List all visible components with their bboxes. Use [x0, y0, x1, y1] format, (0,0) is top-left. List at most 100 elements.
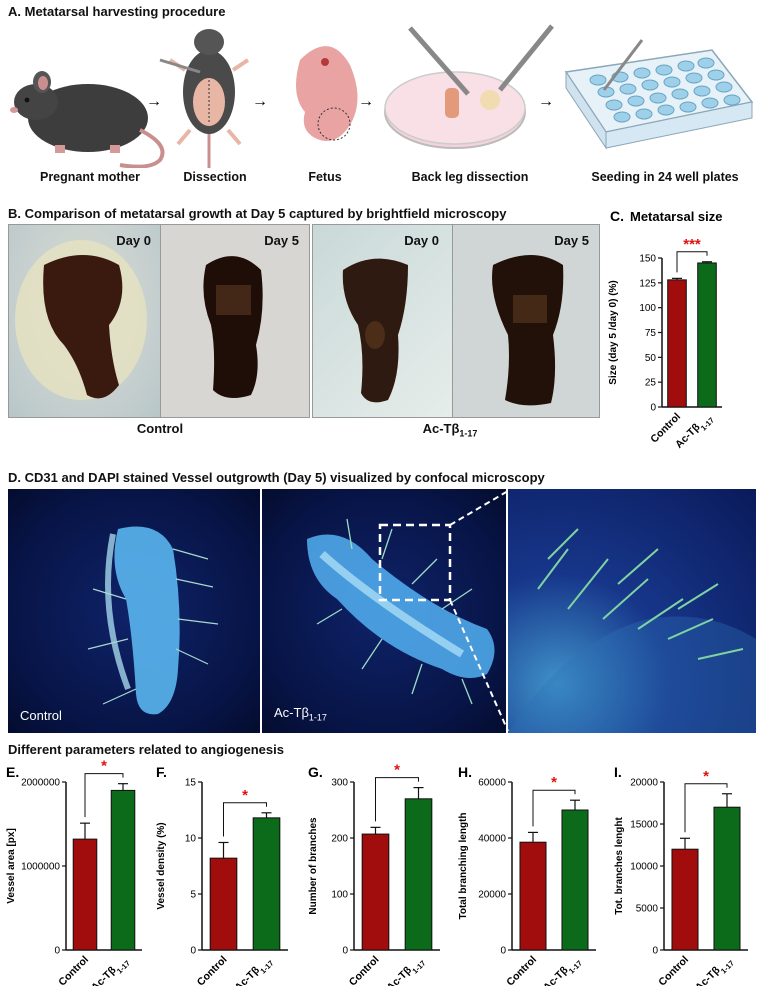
step-label: Dissection: [183, 170, 247, 184]
bar: [519, 841, 547, 951]
arrow-icon: →: [146, 93, 162, 110]
y-axis-label: Vessel density (%): [156, 822, 167, 909]
confocal-control-image: Control: [8, 489, 260, 733]
significance-bracket: [684, 783, 728, 833]
arrow-icon: →: [252, 93, 268, 110]
y-tick-label: 100: [331, 890, 348, 901]
x-tick-label: Control: [56, 954, 91, 986]
bar: [404, 798, 433, 951]
confocal-control-label: Control: [20, 708, 62, 723]
metatarsal-size-chart: C. Metatarsal size 0 25 50 75 100 125 150 Size (d…: [608, 208, 723, 453]
x-tick-label: Ac-Tβ1-17: [89, 954, 132, 986]
panel-letter: F.: [156, 764, 167, 780]
y-tick-label: 0: [342, 946, 348, 957]
y-axis-label: Size (day 5 /day 0) (%): [608, 280, 619, 384]
bar: [252, 817, 281, 951]
treatment-caption: Ac-Tβ1-17: [422, 421, 478, 439]
confocal-treatment-image: Ac-Tβ1-17: [262, 489, 506, 733]
control-day5-image: Day 5: [160, 224, 310, 418]
y-tick-label: 15: [185, 778, 197, 789]
dissection-mouse-icon: [159, 29, 250, 168]
y-tick-label: 5000: [636, 904, 659, 915]
step-label: Pregnant mother: [39, 170, 140, 184]
y-tick-label: 10000: [630, 862, 658, 873]
y-tick-label: 10: [185, 834, 197, 845]
y-tick-label: 15000: [630, 820, 658, 831]
step-label: Back leg dissection: [411, 170, 529, 184]
x-tick-label: Ac-Tβ1-17: [384, 954, 427, 986]
vessel-density-chart: F. 0 5 10 15 Vessel density (%) Control Ac-Tβ1-…: [156, 764, 288, 986]
y-tick-label: 50: [645, 353, 657, 364]
x-tick-label: Control: [195, 954, 230, 986]
panel-letter: I.: [614, 764, 622, 780]
significance-marker: *: [703, 768, 709, 785]
y-tick-label: 75: [645, 328, 657, 339]
y-tick-label: 0: [500, 946, 506, 957]
y-tick-label: 2000000: [21, 778, 60, 789]
y-tick-label: 20000: [478, 890, 506, 901]
bar: [667, 279, 687, 408]
x-tick-label: Control: [347, 954, 382, 986]
pregnant-mouse-icon: [10, 71, 165, 168]
step-label: Fetus: [308, 170, 342, 184]
y-tick-label: 5: [190, 890, 196, 901]
bar: [671, 848, 699, 951]
panel-letter: H.: [458, 764, 472, 780]
y-tick-label: 0: [190, 946, 196, 957]
arrow-icon: →: [358, 93, 374, 110]
treatment-day5-image: Day 5: [452, 224, 600, 418]
bar: [110, 789, 136, 951]
y-tick-label: 0: [652, 946, 658, 957]
number-of-branches-chart: G. 0 100 200 300 Number of branches Control Ac-…: [308, 762, 440, 986]
panel-letter: G.: [308, 764, 323, 780]
harvesting-illustration: → → → →: [10, 24, 754, 168]
petri-dish-icon: [384, 24, 554, 149]
confocal-zoom-image: [508, 489, 756, 733]
significance-bracket: [532, 789, 576, 827]
step-label: Seeding in 24 well plates: [591, 170, 739, 184]
bar: [72, 838, 98, 951]
y-axis-label: Total branching length: [458, 812, 469, 919]
zoom-connector-lines: [449, 490, 509, 732]
y-axis-label: Number of branches: [308, 817, 319, 915]
treatment-day0-image: Day 0: [312, 224, 454, 418]
y-tick-label: 0: [54, 946, 60, 957]
y-tick-label: 100: [639, 303, 656, 314]
bar: [209, 857, 238, 951]
control-day0-image: Day 0: [8, 224, 162, 418]
significance-bracket: [84, 773, 124, 818]
x-tick-label: Control: [656, 954, 691, 986]
well-plate-icon: [564, 39, 754, 150]
bar: [361, 833, 390, 951]
x-tick-label: Ac-Tβ1-17: [541, 954, 584, 986]
panel-letter: C.: [610, 208, 624, 224]
y-tick-label: 0: [650, 403, 656, 414]
y-tick-label: 20000: [630, 778, 658, 789]
y-axis-label: Vessel area [px]: [6, 828, 17, 904]
day-label: Day 0: [116, 233, 151, 248]
y-tick-label: 40000: [478, 834, 506, 845]
y-tick-label: 125: [639, 278, 656, 289]
y-tick-label: 150: [639, 254, 656, 265]
vessel-area-chart: E. 0 1000000 2000000 Vessel area [px] Control…: [6, 760, 142, 986]
y-tick-label: 60000: [478, 778, 506, 789]
significance-marker: *: [101, 760, 107, 775]
bar: [697, 262, 717, 408]
y-tick-label: 25: [645, 378, 657, 389]
arrow-icon: →: [538, 93, 554, 110]
y-tick-label: 200: [331, 834, 348, 845]
bar: [561, 809, 589, 951]
y-tick-label: 300: [331, 778, 348, 789]
panel-letter: E.: [6, 764, 19, 780]
day-label: Day 5: [264, 233, 299, 248]
panel-d-title: D. CD31 and DAPI stained Vessel outgrowt…: [8, 470, 545, 485]
y-tick-label: 1000000: [21, 862, 60, 873]
confocal-treatment-label: Ac-Tβ1-17: [274, 705, 327, 723]
day-label: Day 5: [554, 233, 589, 248]
significance-marker: *: [394, 762, 400, 779]
significance-marker: *: [242, 787, 248, 804]
y-axis-label: Tot. branches lenght: [614, 817, 625, 915]
total-branching-length-chart: H. 0 20000 40000 60000 Total branching length…: [458, 764, 596, 986]
significance-bracket: [375, 777, 419, 822]
panel-b-title: B. Comparison of metatarsal growth at Da…: [8, 206, 507, 221]
